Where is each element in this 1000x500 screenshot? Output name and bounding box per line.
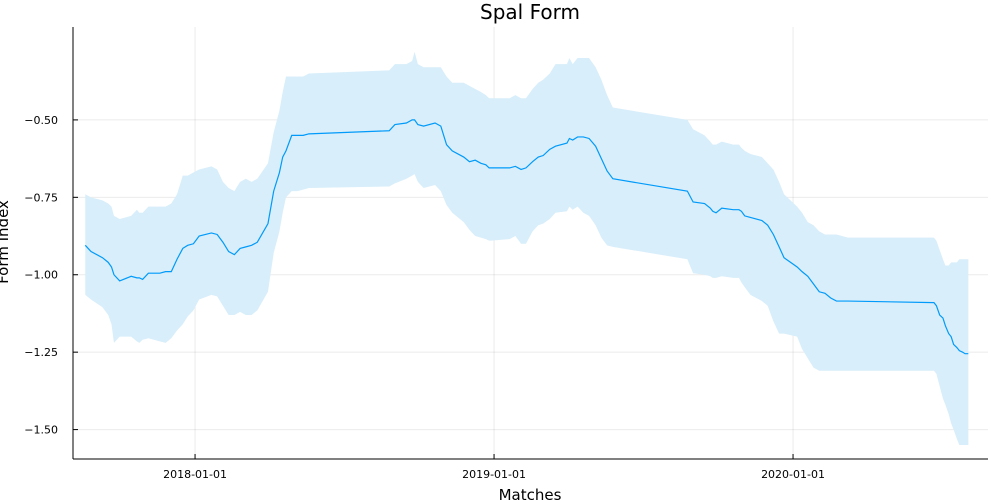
y-axis-label: Form Index <box>0 200 12 284</box>
uncertainty-band <box>85 51 969 446</box>
y-tick-label: −0.75 <box>24 191 58 204</box>
axes-layer <box>72 27 988 460</box>
y-tick-label: −1.00 <box>24 269 58 282</box>
y-tick-label: −1.25 <box>24 346 58 359</box>
x-axis-label: Matches <box>499 486 562 500</box>
y-tick-label: −0.50 <box>24 114 58 127</box>
x-tick-label: 2018-01-01 <box>163 468 227 481</box>
tick-labels: 2018-01-01 2019-01-01 2020-01-01 −0.50 −0.75… <box>24 114 825 481</box>
form-index-line <box>84 119 969 355</box>
chart-title: Spal Form <box>480 0 580 24</box>
y-tick-label: −1.50 <box>24 424 58 437</box>
x-tick-label: 2019-01-01 <box>462 468 526 481</box>
x-tick-label: 2020-01-01 <box>761 468 825 481</box>
